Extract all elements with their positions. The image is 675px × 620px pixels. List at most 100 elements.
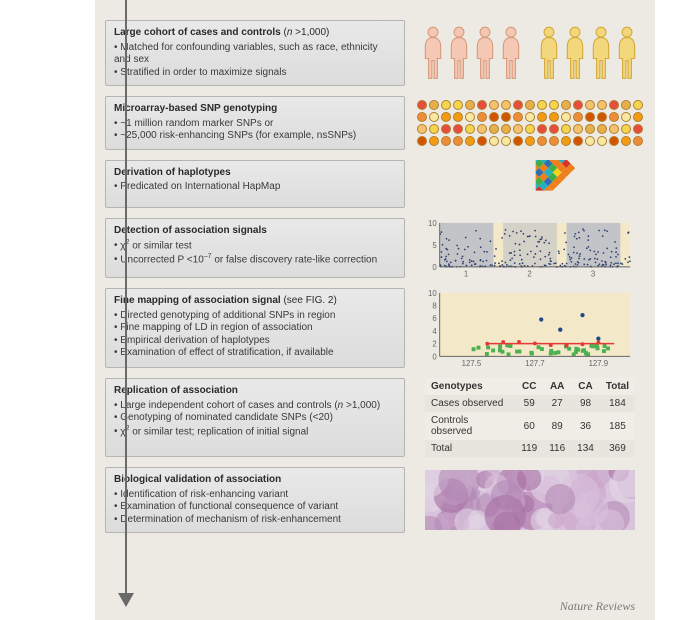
svg-text:6: 6	[432, 314, 436, 323]
person-icon	[448, 25, 470, 81]
microarray-dot	[573, 124, 583, 134]
table-row: Controls observed608936185	[425, 412, 635, 440]
table-cell: Controls observed	[425, 412, 515, 440]
table-cell: 60	[515, 412, 543, 440]
table-cell: 36	[571, 412, 600, 440]
step-box-5: Replication of associationLarge independ…	[105, 378, 405, 457]
flow-row: Biological validation of associationIden…	[105, 467, 645, 533]
microarray-dot	[525, 100, 535, 110]
microarray-dot	[513, 124, 523, 134]
genotype-table: GenotypesCCAACATotalCases observed592798…	[425, 378, 635, 457]
microarray-dot	[573, 112, 583, 122]
person-icon	[538, 25, 560, 81]
step-bullet: Identification of risk-enhancing variant	[114, 489, 396, 502]
microarray-dot	[441, 112, 451, 122]
step-box-0: Large cohort of cases and controls (n >1…	[105, 20, 405, 86]
microarray-dot	[465, 112, 475, 122]
microarray-dot	[597, 124, 607, 134]
microarray-dot	[441, 124, 451, 134]
microarray-dot	[417, 124, 427, 134]
step-box-3: Detection of association signalsχ2 or si…	[105, 218, 405, 279]
microarray-dot	[465, 124, 475, 134]
step-bullet: Examination of effect of stratification,…	[114, 347, 396, 360]
microarray-dot	[501, 124, 511, 134]
microarray-dot	[549, 136, 559, 146]
table-cell: Cases observed	[425, 395, 515, 412]
fine-mapping-plot: 0246810127.5127.7127.9	[415, 288, 645, 368]
microarray-dot	[561, 124, 571, 134]
person-icon	[474, 25, 496, 81]
step-title: Fine mapping of association signal (see …	[114, 295, 396, 308]
microarray-dot	[489, 112, 499, 122]
step-box-1: Microarray-based SNP genotyping~1 millio…	[105, 96, 405, 150]
microarray-dot	[585, 124, 595, 134]
table-header-cell: CA	[571, 378, 600, 395]
table-header-cell: AA	[543, 378, 571, 395]
step-title: Large cohort of cases and controls (n >1…	[114, 27, 396, 40]
person-icon	[616, 25, 638, 81]
microarray-dot	[501, 100, 511, 110]
microarray-dot	[501, 136, 511, 146]
table-header-cell: Total	[600, 378, 635, 395]
flow-row: Fine mapping of association signal (see …	[105, 288, 645, 368]
svg-text:127.7: 127.7	[525, 359, 545, 368]
flow-row: Microarray-based SNP genotyping~1 millio…	[105, 96, 645, 150]
microarray-dot	[465, 136, 475, 146]
attribution-text: Nature Reviews	[560, 599, 635, 614]
microarray-dot	[633, 100, 643, 110]
microarray-dot	[597, 100, 607, 110]
microarray-dot	[537, 112, 547, 122]
step-title: Derivation of haplotypes	[114, 167, 396, 180]
microarray-dot	[477, 124, 487, 134]
microarray-dot	[573, 100, 583, 110]
flow-row: Derivation of haplotypesPredicated on In…	[105, 160, 645, 208]
person-icon	[590, 25, 612, 81]
microarray-dot	[489, 124, 499, 134]
table-cell: 369	[600, 440, 635, 457]
microarray-dot	[609, 136, 619, 146]
microarray-dot	[585, 100, 595, 110]
step-box-4: Fine mapping of association signal (see …	[105, 288, 405, 368]
microarray-dot	[609, 100, 619, 110]
step-bullet: Directed genotyping of additional SNPs i…	[114, 310, 396, 323]
step-bullet: χ2 or similar test	[114, 239, 396, 253]
step-bullet: Stratified in order to maximize signals	[114, 67, 396, 80]
microarray-dot	[429, 124, 439, 134]
step-bullet: Uncorrected P <10–7 or false discovery r…	[114, 253, 396, 267]
microarray-dot	[585, 112, 595, 122]
svg-text:127.5: 127.5	[462, 359, 482, 368]
ld-triangle-graphic	[415, 160, 645, 208]
table-cell: 184	[600, 395, 635, 412]
microarray-dot	[417, 136, 427, 146]
svg-text:4: 4	[432, 327, 437, 336]
microarray-dot	[537, 100, 547, 110]
histology-graphic	[415, 467, 645, 533]
microarray-dot	[525, 136, 535, 146]
table-cell: 185	[600, 412, 635, 440]
step-bullet: Matched for confounding variables, such …	[114, 42, 396, 67]
microarray-dot	[561, 136, 571, 146]
microarray-dot	[477, 112, 487, 122]
microarray-dot	[525, 112, 535, 122]
step-title: Replication of association	[114, 385, 396, 398]
microarray-dot	[513, 136, 523, 146]
microarray-dot	[573, 136, 583, 146]
table-header-cell: Genotypes	[425, 378, 515, 395]
microarray-dot	[453, 100, 463, 110]
microarray-dot	[441, 100, 451, 110]
microarray-dot	[513, 100, 523, 110]
svg-text:10: 10	[428, 218, 437, 227]
step-bullets: Matched for confounding variables, such …	[114, 42, 396, 80]
microarray-dot	[609, 112, 619, 122]
svg-text:5: 5	[432, 240, 437, 249]
table-cell: 134	[571, 440, 600, 457]
microarray-dot	[453, 136, 463, 146]
step-bullets: ~1 million random marker SNPs or~25,000 …	[114, 118, 396, 143]
svg-text:2: 2	[527, 269, 531, 278]
microarray-dot	[477, 136, 487, 146]
people-graphic	[415, 20, 645, 86]
flow-row: Detection of association signalsχ2 or si…	[105, 218, 645, 279]
microarray-dot	[417, 100, 427, 110]
microarray-dot	[621, 112, 631, 122]
table-cell: Total	[425, 440, 515, 457]
